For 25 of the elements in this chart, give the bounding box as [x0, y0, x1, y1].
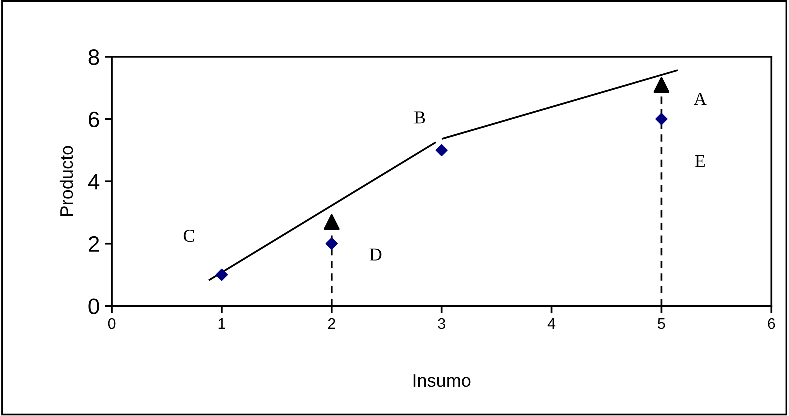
- y-tick-label: 6: [89, 112, 100, 128]
- point: [656, 113, 668, 126]
- x-tick-label: 0: [108, 318, 116, 330]
- y-tick-label: 8: [88, 50, 100, 66]
- point: [216, 268, 228, 282]
- point: [324, 214, 340, 230]
- y-tick-label: 0: [88, 298, 100, 314]
- annotation: E: [695, 155, 706, 168]
- annotation: D: [370, 248, 382, 261]
- x-tick-label: 2: [328, 318, 336, 330]
- y-axis-title: Producto: [60, 146, 74, 216]
- x-tick-label: 6: [768, 318, 776, 330]
- x-tick-label: 5: [658, 318, 666, 330]
- point: [436, 144, 448, 157]
- point: [654, 77, 670, 94]
- annotation: B: [414, 112, 426, 124]
- x-axis-title: Insumo: [414, 374, 471, 388]
- y-tick-label: 4: [88, 174, 100, 190]
- annotation: A: [694, 93, 707, 105]
- x-tick-label: 4: [548, 318, 556, 330]
- x-tick-label: 1: [218, 318, 226, 330]
- x-tick-label: 3: [438, 318, 446, 330]
- point: [326, 238, 338, 250]
- y-tick-label: 2: [88, 236, 100, 252]
- annotation: C: [184, 230, 194, 242]
